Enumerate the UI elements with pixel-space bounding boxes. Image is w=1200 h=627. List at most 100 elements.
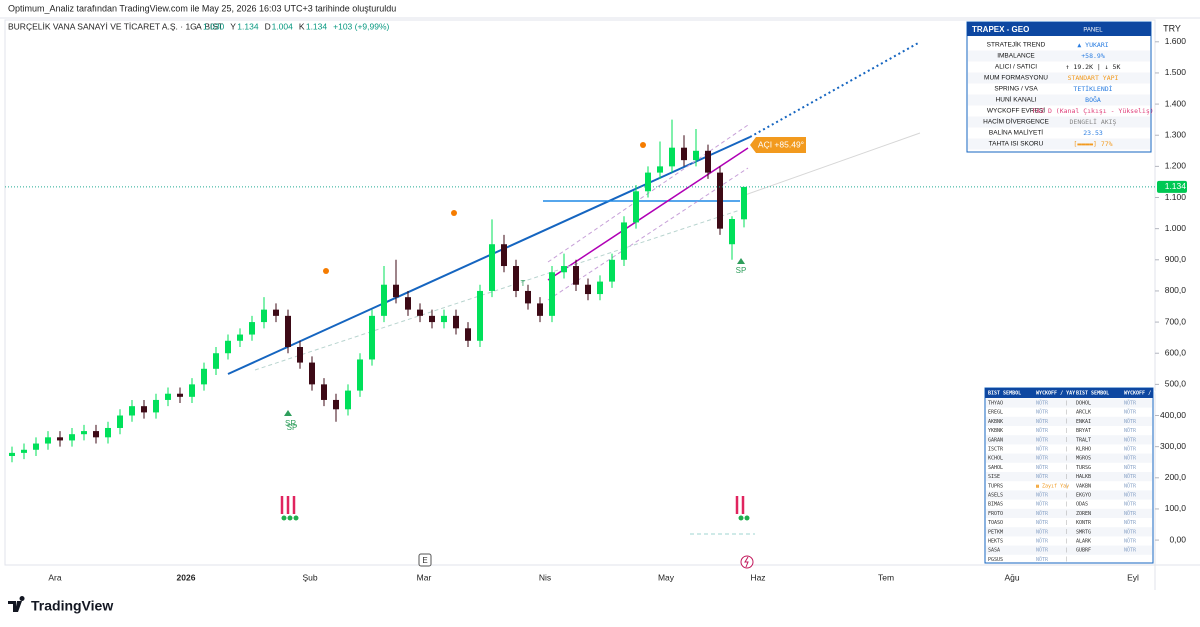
candle-body [297,347,303,363]
signal-dot [640,142,646,148]
candle-body [21,449,27,453]
panel-label: SPRING / VSA [994,86,1038,93]
panel-value: [▬▬▬▬] 77% [1073,140,1112,148]
candle-body [33,443,39,450]
y-tick-label: 1.100 [1165,192,1187,202]
candle-body [645,172,651,192]
volume-spikes [280,496,745,514]
panel-label: BALİNA MALİYETİ [989,128,1043,137]
symbol-cell: PETKM [988,529,1003,535]
panel-value: STANDART YAPI [1068,74,1119,82]
panel-header [967,22,1151,36]
panel-value: BOĞA [1085,95,1101,104]
candle-body [141,406,147,413]
panel-label: STRATEJİK TREND [987,40,1046,49]
symbol-cell: GUBRF [1076,548,1091,554]
status-cell: NÖTR [1124,427,1137,434]
panel-value: ↑ 19.2K | ↓ 5K [1066,63,1121,71]
angle-label: AÇI +85.49° [758,139,804,149]
candle-body [105,427,111,438]
status-cell: NÖTR [1036,418,1049,425]
symbol-cell: FROTO [988,511,1003,517]
ohlc-value: 1.004 [272,21,294,31]
status-cell: NÖTR [1036,538,1049,545]
status-cell: ▩ Zayıf Yay [1036,483,1069,489]
candle-body [549,272,555,316]
x-tick-label: Şub [302,572,317,582]
separator: | [1066,465,1067,471]
table-header [985,388,1153,398]
candle-body [405,297,411,310]
status-cell: NÖTR [1124,473,1137,480]
panel-label: WYCKOFF EVRESİ [987,106,1045,115]
ohlc-key: A [196,21,202,31]
panel-row-bg [968,138,1150,150]
panel-value: ▲ YUKARI [1077,41,1108,49]
separator: | [1066,492,1067,498]
panel-label: HUNİ KANALI [996,95,1037,104]
symbol-cell: KCHOL [988,456,1003,462]
status-cell: NÖTR [1124,510,1137,517]
event-icon[interactable] [418,553,432,567]
status-cell: NÖTR [1036,492,1049,499]
event-label: E [422,556,427,565]
info-panel [966,21,1152,153]
x-tick-label: Ara [48,572,62,582]
candle-body [477,290,483,341]
symbol-cell: ASELS [988,493,1003,499]
status-cell: NÖTR [1036,473,1049,480]
symbol-cell: MGROS [1076,456,1091,462]
status-cell: NÖTR [1124,409,1137,416]
candle-body [657,166,663,173]
y-tick-label: 0,00 [1169,534,1186,544]
symbol-cell: SASA [988,548,1000,554]
separator: | [1066,456,1067,462]
drawings [227,41,921,569]
candle-body [81,431,87,435]
candle-body [525,290,531,304]
table-row-bg [986,490,1152,500]
table-header-cell: WYCKOFF / YAY [1036,391,1075,397]
table-row-bg [986,398,1152,408]
candle-body [501,244,507,267]
candle-body [621,222,627,260]
table-row-bg [986,545,1152,555]
symbol-cell: BRYAT [1076,428,1091,434]
panel-label: IMBALANCE [997,53,1035,60]
status-cell: NÖTR [1036,409,1049,416]
panel-label: HACİM DİVERGENCE [983,117,1049,126]
candle-body [717,172,723,229]
separator: | [1066,483,1067,489]
candle-body [609,259,615,282]
angle-badge [750,137,806,153]
symbol-cell: ODAS [1076,502,1088,508]
panel-row-bg [968,50,1150,62]
signal-label: SP [287,423,298,432]
separator: | [1066,400,1067,406]
candle-body [45,437,51,444]
y-tick-label: 1.000 [1165,223,1187,233]
status-cell: NÖTR [1036,547,1049,554]
candle-body [189,384,195,397]
signal-dot [323,268,329,274]
symbol-cell: TURSG [1076,465,1091,471]
separator: | [1066,529,1067,535]
separator: | [1066,520,1067,526]
symbol-cell: EREGL [988,410,1003,416]
x-tick-label: 2026 [177,572,196,582]
candle-body [561,266,567,273]
status-cell: NÖTR [1124,547,1137,554]
table-row-bg [986,508,1152,518]
x-tick-label: Tem [878,572,894,582]
separator: | [1066,446,1067,452]
status-cell: NÖTR [1124,519,1137,526]
symbol-cell: GARAN [988,437,1003,443]
candle-body [633,191,639,223]
status-cell: NÖTR [1124,436,1137,443]
y-tick-label: 800,0 [1165,285,1187,295]
symbol-cell: TOASO [988,520,1003,526]
candle-body [165,393,171,400]
status-cell: NÖTR [1036,464,1049,471]
candle-body [393,284,399,298]
